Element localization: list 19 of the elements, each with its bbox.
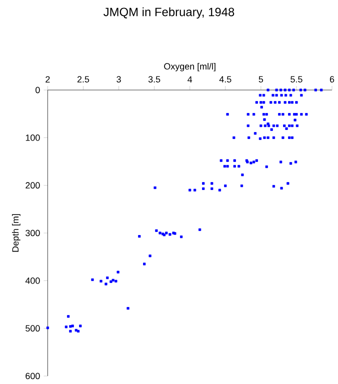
- chart-title: JMQM in February, 1948: [104, 7, 234, 19]
- x-tick-label: 3.5: [148, 76, 160, 82]
- y-tick-label: 0: [36, 86, 40, 94]
- x-tick-label: 3: [116, 76, 121, 82]
- x-tick-label: 6: [330, 76, 334, 82]
- y-tick-label: 400: [25, 277, 40, 284]
- x-tick-label: 4: [188, 76, 192, 82]
- y-tick-label: 100: [26, 134, 40, 141]
- y-tick-label: 300: [26, 230, 40, 236]
- y-tick-label: 500: [26, 325, 40, 332]
- y-tick-label: 200: [26, 182, 40, 189]
- x-tick-label: 2: [46, 76, 50, 82]
- x-tick-label: 4.5: [219, 76, 232, 82]
- y-axis-title: Depth [m]: [12, 214, 20, 252]
- x-tick-label: 2.5: [77, 76, 90, 82]
- y-tick-label: 600: [26, 372, 40, 380]
- x-axis-title: Oxygen [ml/l]: [164, 62, 216, 72]
- x-tick-label: 5.5: [290, 76, 302, 82]
- x-tick-label: 5: [258, 76, 264, 82]
